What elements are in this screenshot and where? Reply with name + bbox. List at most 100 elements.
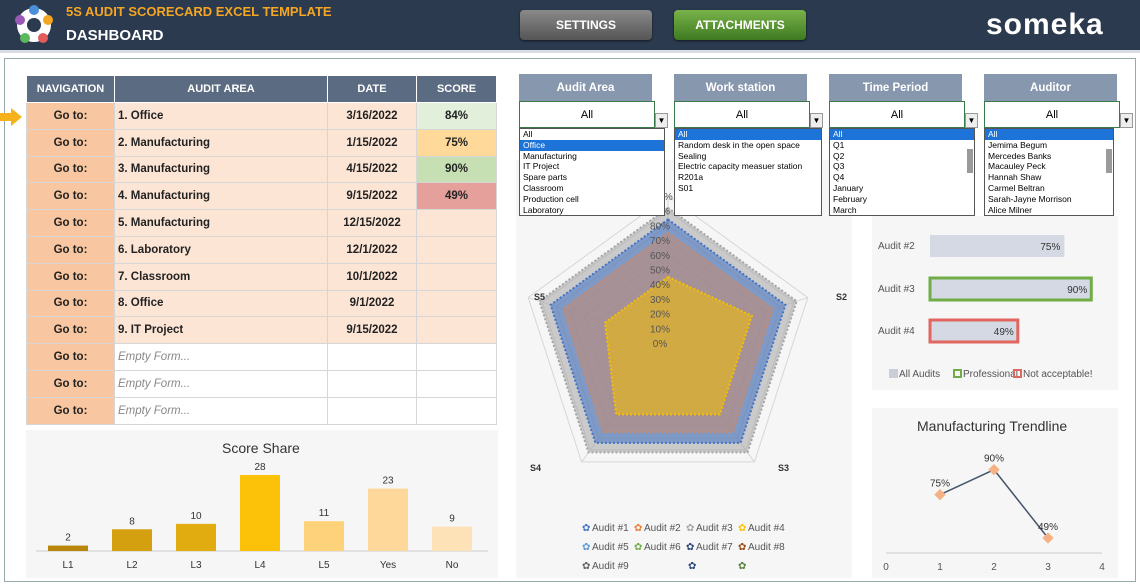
filter-option[interactable]: March xyxy=(833,204,857,215)
filter-option[interactable]: Spare parts xyxy=(523,172,567,183)
dropdown-arrow-icon[interactable]: ▼ xyxy=(655,113,668,128)
legend-label: Audit #8 xyxy=(748,542,785,553)
filter-option[interactable]: Hannah Shaw xyxy=(988,172,1042,183)
date-cell: 9/15/2022 xyxy=(327,316,417,345)
filter-option[interactable]: Production cell xyxy=(523,193,579,204)
goto-link[interactable]: Go to: xyxy=(26,182,115,211)
legend-label: Audit #9 xyxy=(592,561,629,572)
filter-option[interactable]: Carmel Beltran xyxy=(988,182,1045,193)
filter-option[interactable]: Macauley Peck xyxy=(988,161,1046,172)
filter-option[interactable]: Random desk in the open space xyxy=(678,139,800,150)
trend-point xyxy=(1042,532,1054,544)
filter-option[interactable]: Office xyxy=(520,139,664,151)
trend-point xyxy=(934,489,946,501)
goto-link[interactable]: Go to: xyxy=(26,155,115,184)
filter-option[interactable]: Q1 xyxy=(833,139,845,150)
x-tick-label: Yes xyxy=(380,560,396,571)
audit-score-panel: Audit #2 75% Audit #3 90% Audit #4 49% All Aud… xyxy=(872,216,1118,390)
filter-select[interactable]: All xyxy=(519,101,655,128)
filter-select[interactable]: All xyxy=(829,101,965,128)
trend-point-label: 49% xyxy=(1038,522,1058,533)
filter-option[interactable]: All xyxy=(830,129,974,140)
bar-value-label: 11 xyxy=(319,508,330,519)
audit-area-cell: 4. Manufacturing xyxy=(114,182,328,211)
radar-tick-label: 80% xyxy=(650,221,670,232)
goto-link[interactable]: Go to: xyxy=(26,128,115,157)
filter-option-list[interactable]: All Jemima Begum Mercedes Banks Macauley Pe… xyxy=(984,128,1114,216)
brand-logo: someka xyxy=(986,8,1104,41)
filter-select[interactable]: All xyxy=(984,101,1120,128)
app-logo-icon xyxy=(15,5,53,43)
filter-option[interactable]: January xyxy=(833,182,864,193)
x-tick-label: L3 xyxy=(190,560,202,571)
bar xyxy=(176,523,216,551)
radar-axis-label: S5 xyxy=(534,292,545,302)
table-row: Go to: Empty Form... xyxy=(26,369,497,398)
col-header-score: SCORE xyxy=(416,75,497,103)
filter-option[interactable]: Sarah-Jayne Morrison xyxy=(988,193,1072,204)
filter-option[interactable]: Electric capacity measuer station xyxy=(678,161,803,172)
goto-link[interactable]: Go to: xyxy=(26,235,115,264)
audit-area-cell: Empty Form... xyxy=(114,343,328,371)
filter-option[interactable]: Mercedes Banks xyxy=(988,150,1052,161)
filter-option-list[interactable]: All Office Manufacturing IT Project Spare pa… xyxy=(519,128,665,216)
filter-option[interactable]: IT Project xyxy=(523,161,560,172)
audit-area-cell: 3. Manufacturing xyxy=(114,155,328,184)
filter-option[interactable]: Classroom xyxy=(523,182,564,193)
filter-option-list[interactable]: All Random desk in the open space Sealing E… xyxy=(674,128,822,216)
filter-option[interactable]: Manufacturing xyxy=(523,150,577,161)
radar-panel: 0%10%20%30%40%50%60%70%80%90%100%S2S3S4S… xyxy=(516,160,852,578)
dropdown-arrow-icon[interactable]: ▼ xyxy=(1120,113,1133,128)
goto-link[interactable]: Go to: xyxy=(26,209,115,237)
filter-option[interactable]: All xyxy=(675,129,821,140)
goto-link[interactable]: Go to: xyxy=(26,316,115,345)
table-row: Go to: 7. Classroom 10/1/2022 xyxy=(26,262,497,291)
goto-link[interactable]: Go to: xyxy=(26,369,115,398)
filter-label: Audit Area xyxy=(519,74,652,101)
scrollbar[interactable] xyxy=(967,149,973,173)
goto-link[interactable]: Go to: xyxy=(26,396,115,425)
goto-link[interactable]: Go to: xyxy=(26,102,115,130)
filter-option[interactable]: February xyxy=(833,193,868,204)
col-header-audit-area: AUDIT AREA xyxy=(114,75,328,103)
scrollbar[interactable] xyxy=(1106,149,1112,173)
bar-category-label: Audit #2 xyxy=(878,241,915,252)
score-cell: 84% xyxy=(416,102,497,130)
filter-option[interactable]: Q3 xyxy=(833,161,845,172)
navigation-table: NAVIGATION AUDIT AREA DATE SCORE Go to: 1… xyxy=(26,75,497,425)
score-cell xyxy=(416,369,497,398)
legend-label: Audit #3 xyxy=(696,523,733,534)
attachments-button[interactable]: ATTACHMENTS xyxy=(674,10,806,40)
score-share-title: Score Share xyxy=(222,440,300,456)
filter-select[interactable]: All xyxy=(674,101,810,128)
filter-option[interactable]: All xyxy=(523,129,533,139)
goto-link[interactable]: Go to: xyxy=(26,289,115,318)
settings-button[interactable]: SETTINGS xyxy=(520,10,652,40)
filter-label: Auditor xyxy=(984,74,1117,101)
x-tick-label: L2 xyxy=(126,560,138,571)
audit-area-cell: 5. Manufacturing xyxy=(114,209,328,237)
table-row: Go to: 9. IT Project 9/15/2022 xyxy=(26,316,497,345)
dropdown-arrow-icon[interactable]: ▼ xyxy=(965,113,978,128)
radar-tick-label: 30% xyxy=(650,295,670,306)
legend-label: Audit #2 xyxy=(644,523,681,534)
filter-option[interactable]: Sealing xyxy=(678,150,707,161)
filter-option[interactable]: Q4 xyxy=(833,172,845,183)
filter-option[interactable]: Laboratory xyxy=(523,204,564,215)
filter-option[interactable]: Alice Milner xyxy=(988,204,1032,215)
bar xyxy=(432,526,472,551)
filter-option[interactable]: All xyxy=(985,129,1113,140)
filter-option[interactable]: R201a xyxy=(678,172,704,183)
filter-label: Work station xyxy=(674,74,807,101)
filter-option[interactable]: S01 xyxy=(678,182,694,193)
legend-label: Audit #1 xyxy=(592,523,629,534)
filter-option[interactable]: Q2 xyxy=(833,150,845,161)
filter-option-list[interactable]: All Q1 Q2 Q3 Q4 January February March xyxy=(829,128,975,216)
bar-category-label: Audit #3 xyxy=(878,284,915,295)
goto-link[interactable]: Go to: xyxy=(26,262,115,291)
dropdown-arrow-icon[interactable]: ▼ xyxy=(810,113,823,128)
goto-link[interactable]: Go to: xyxy=(26,343,115,371)
legend-marker-icon: ✿ xyxy=(738,542,746,553)
filter-option[interactable]: Jemima Begum xyxy=(988,139,1048,150)
filter-label: Time Period xyxy=(829,74,962,101)
